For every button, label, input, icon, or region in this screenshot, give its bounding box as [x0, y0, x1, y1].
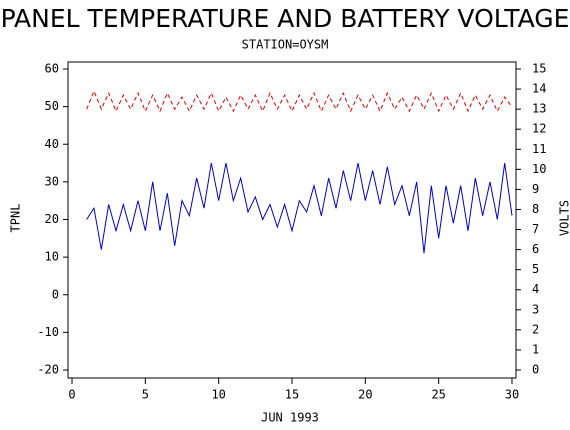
y-tick-label: 60: [45, 62, 59, 76]
y2-tick-label: 7: [532, 222, 539, 236]
y2-tick-label: 8: [532, 202, 539, 216]
y-tick-label: 30: [45, 174, 59, 188]
plot-frame: [67, 61, 517, 379]
x-tick-label: 20: [358, 388, 372, 402]
x-tick-label: 25: [431, 388, 445, 402]
y2-tick-label: 5: [532, 262, 539, 276]
y2-tick-label: 6: [532, 242, 539, 256]
x-axis-label: JUN 1993: [261, 411, 319, 425]
y-tick-label: -10: [37, 325, 59, 339]
y-tick-label: -20: [37, 363, 59, 377]
y2-tick-label: 2: [532, 322, 539, 336]
y-tick-label: 50: [45, 99, 59, 113]
x-tick-label: 0: [68, 388, 75, 402]
chart-title: PANEL TEMPERATURE AND BATTERY VOLTAGE: [1, 4, 570, 33]
y-tick-label: 20: [45, 212, 59, 226]
chart-subtitle: STATION=OYSM: [242, 38, 329, 52]
y2-tick-label: 0: [532, 363, 539, 377]
y2-axis-label: VOLTS: [558, 200, 570, 236]
y-tick-label: 10: [45, 250, 59, 264]
x-tick-label: 30: [505, 388, 519, 402]
y-axis-label: TPNL: [9, 204, 23, 233]
y-tick-label: 40: [45, 137, 59, 151]
y2-tick-label: 1: [532, 342, 539, 356]
y2-tick-label: 9: [532, 182, 539, 196]
y-tick-label: 0: [52, 287, 59, 301]
y2-tick-label: 3: [532, 302, 539, 316]
y2-tick-label: 11: [532, 142, 546, 156]
y2-tick-label: 12: [532, 122, 546, 136]
series-line: [86, 89, 513, 113]
x-tick-label: 15: [285, 388, 299, 402]
x-tick-label: 5: [142, 388, 149, 402]
series-line: [86, 162, 513, 254]
y2-tick-label: 13: [532, 102, 546, 116]
x-tick-label: 10: [211, 388, 225, 402]
y2-tick-label: 4: [532, 282, 539, 296]
y2-tick-label: 10: [532, 162, 546, 176]
y2-tick-label: 14: [532, 82, 546, 96]
y2-tick-label: 15: [532, 62, 546, 76]
